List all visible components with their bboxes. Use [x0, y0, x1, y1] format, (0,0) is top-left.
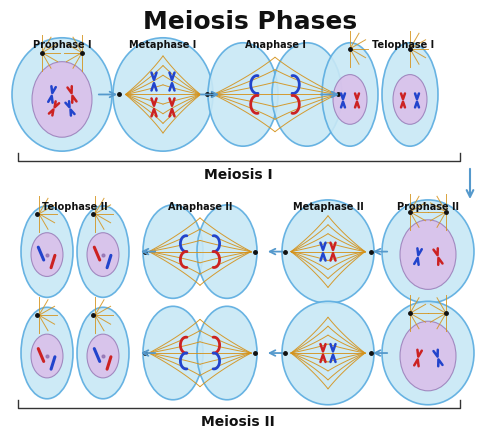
Ellipse shape: [31, 233, 63, 276]
Text: Telophase II: Telophase II: [42, 202, 108, 212]
Ellipse shape: [77, 206, 129, 298]
Ellipse shape: [32, 61, 92, 137]
Text: Prophase I: Prophase I: [33, 40, 91, 50]
Ellipse shape: [12, 38, 112, 151]
Ellipse shape: [21, 206, 73, 298]
Ellipse shape: [208, 43, 278, 146]
Ellipse shape: [197, 205, 257, 298]
Text: Telophase I: Telophase I: [372, 40, 434, 50]
Ellipse shape: [77, 307, 129, 399]
Text: Metaphase I: Metaphase I: [130, 40, 196, 50]
Ellipse shape: [400, 321, 456, 391]
Ellipse shape: [322, 43, 378, 146]
Ellipse shape: [393, 74, 427, 124]
Text: Anaphase II: Anaphase II: [168, 202, 232, 212]
Text: Anaphase I: Anaphase I: [244, 40, 306, 50]
Ellipse shape: [282, 200, 374, 303]
Ellipse shape: [282, 301, 374, 405]
Ellipse shape: [382, 200, 474, 303]
Text: Prophase II: Prophase II: [397, 202, 459, 212]
Text: Metaphase II: Metaphase II: [292, 202, 364, 212]
Ellipse shape: [143, 306, 203, 400]
Ellipse shape: [272, 43, 342, 146]
Text: Meiosis I: Meiosis I: [204, 168, 272, 182]
Ellipse shape: [382, 301, 474, 405]
Text: Meiosis Phases: Meiosis Phases: [143, 10, 357, 34]
Text: Meiosis II: Meiosis II: [201, 415, 275, 429]
Ellipse shape: [113, 38, 213, 151]
Ellipse shape: [143, 205, 203, 298]
Ellipse shape: [87, 233, 119, 276]
Ellipse shape: [333, 74, 367, 124]
Ellipse shape: [21, 307, 73, 399]
Ellipse shape: [400, 220, 456, 289]
Ellipse shape: [87, 334, 119, 378]
Ellipse shape: [382, 43, 438, 146]
Ellipse shape: [197, 306, 257, 400]
Ellipse shape: [31, 334, 63, 378]
